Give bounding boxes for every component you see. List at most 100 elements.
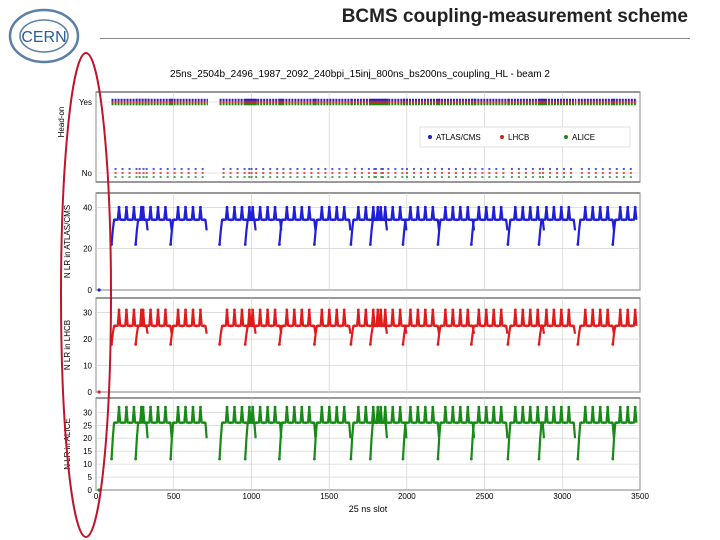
data-point — [622, 324, 626, 328]
y-tick-label: 0 — [88, 388, 93, 397]
data-point — [380, 324, 383, 328]
data-point — [285, 405, 289, 409]
data-point — [556, 218, 560, 222]
data-point — [128, 421, 132, 425]
data-point — [176, 205, 180, 209]
data-point — [316, 324, 320, 328]
data-point — [251, 205, 255, 209]
data-point — [121, 218, 125, 222]
data-point — [180, 218, 184, 222]
data-point — [633, 308, 637, 312]
data-point — [525, 218, 528, 222]
data-point — [304, 324, 307, 328]
data-point — [145, 421, 149, 425]
data-point — [611, 457, 615, 461]
data-point — [156, 205, 160, 209]
data-point — [576, 342, 580, 346]
data-point — [184, 405, 187, 409]
data-point — [307, 205, 311, 209]
y-tick-label: 5 — [88, 473, 93, 482]
data-point — [611, 243, 615, 246]
data-point — [342, 308, 346, 312]
data-point — [563, 421, 567, 425]
y-tick-label: 15 — [83, 447, 92, 456]
data-point — [121, 324, 125, 328]
data-point — [132, 308, 136, 312]
x-tick-label: 500 — [167, 492, 181, 501]
y-tick-label: 40 — [83, 203, 92, 212]
data-point — [141, 405, 145, 409]
data-point — [602, 421, 606, 425]
data-point — [277, 324, 281, 328]
data-point — [289, 421, 292, 425]
data-point — [622, 421, 626, 425]
data-point — [376, 308, 380, 312]
data-point — [218, 243, 221, 246]
cern-logo-ring — [8, 8, 80, 64]
data-point — [598, 205, 602, 209]
data-point — [481, 324, 484, 328]
data-point — [477, 308, 481, 312]
legend-label: LHCB — [508, 133, 529, 142]
data-point — [387, 324, 391, 328]
data-point — [427, 324, 431, 328]
data-point — [552, 405, 556, 409]
data-point — [243, 457, 247, 461]
y-tick-label: 30 — [83, 408, 92, 417]
data-point — [559, 308, 563, 312]
data-point — [387, 421, 391, 425]
data-point — [541, 421, 545, 425]
data-point — [611, 342, 615, 346]
data-point — [383, 308, 387, 312]
data-point — [266, 405, 269, 409]
data-point — [240, 308, 244, 312]
data-point — [510, 324, 514, 328]
data-point — [371, 405, 375, 409]
data-point — [488, 324, 492, 328]
data-point — [423, 205, 427, 209]
data-point — [353, 421, 357, 425]
data-point — [262, 218, 266, 222]
legend-label: ALICE — [572, 133, 595, 142]
data-point — [580, 421, 583, 425]
data-point — [499, 405, 503, 409]
data-point — [145, 324, 149, 328]
data-point — [556, 421, 560, 425]
chart-title: 25ns_2504b_2496_1987_2092_240bpi_15inj_8… — [170, 69, 550, 80]
data-point-start — [97, 288, 101, 292]
data-point — [184, 308, 187, 312]
data-point — [416, 405, 420, 409]
x-tick-label: 2000 — [398, 492, 416, 501]
data-point — [335, 405, 339, 409]
data-point — [484, 205, 488, 209]
data-point — [141, 205, 145, 209]
data-point — [431, 405, 435, 409]
data-point — [233, 205, 236, 209]
y-tick-label: 30 — [83, 309, 92, 318]
data-point — [458, 205, 462, 209]
data-point — [218, 342, 221, 346]
data-point — [576, 457, 580, 461]
data-point — [342, 205, 346, 209]
data-point — [503, 218, 507, 222]
data-point — [470, 324, 473, 328]
data-point — [285, 308, 289, 312]
data-point — [137, 218, 141, 222]
data-point — [258, 205, 262, 209]
data-point — [559, 405, 563, 409]
data-point — [436, 342, 440, 346]
x-axis-label: 25 ns slot — [349, 504, 388, 514]
data-point — [187, 218, 191, 222]
data-point — [360, 324, 364, 328]
data-point — [339, 324, 342, 328]
data-point — [602, 218, 606, 222]
data-point — [152, 421, 156, 425]
data-point — [117, 405, 121, 409]
data-point — [444, 205, 447, 209]
data-point — [532, 421, 536, 425]
data-point — [269, 218, 273, 222]
data-point — [583, 308, 587, 312]
x-tick-label: 0 — [94, 492, 99, 501]
data-point — [169, 243, 173, 246]
data-point — [125, 405, 128, 409]
